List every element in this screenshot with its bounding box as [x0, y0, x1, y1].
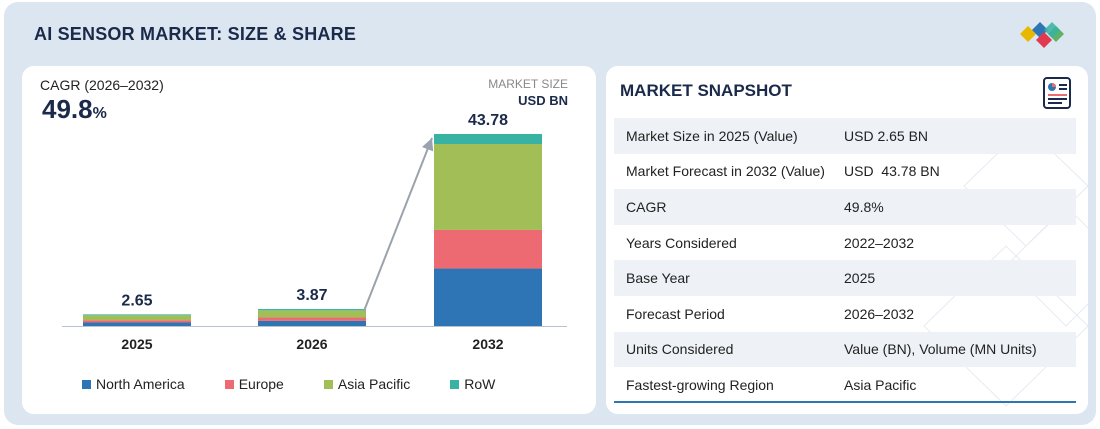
- snapshot-key: Fastest-growing Region: [626, 376, 774, 393]
- snapshot-row: CAGR 49.8%: [614, 189, 1076, 225]
- snapshot-key: Units Considered: [626, 341, 734, 358]
- infographic-frame: AI SENSOR MARKET: SIZE & SHARE CAGR (202…: [4, 2, 1096, 425]
- legend-label: North America: [96, 376, 185, 392]
- legend-label: Europe: [238, 376, 284, 392]
- x-tick-label: 2025: [121, 336, 152, 352]
- bar-segment-asia-pacific: [83, 315, 191, 321]
- bar-segment-europe: [434, 229, 542, 269]
- snapshot-value: USD 43.78 BN: [844, 163, 940, 180]
- snapshot-row: Fastest-growing Region Asia Pacific: [614, 367, 1076, 403]
- cagr-number: 49.8: [42, 94, 93, 124]
- bar-segment-row: [434, 134, 542, 144]
- snapshot-key: Years Considered: [626, 234, 737, 251]
- snapshot-row: Market Size in 2025 (Value) USD 2.65 BN: [614, 118, 1076, 154]
- snapshot-key: Forecast Period: [626, 305, 725, 322]
- legend-swatch: [450, 379, 460, 389]
- legend-item-north-america: North America: [82, 376, 185, 392]
- bar-segment-row: [83, 314, 191, 316]
- bar-segment-asia-pacific: [258, 310, 366, 318]
- legend-swatch: [82, 379, 91, 389]
- snapshot-value: Value (BN), Volume (MN Units): [844, 341, 1037, 358]
- page-title: AI SENSOR MARKET: SIZE & SHARE: [34, 24, 357, 44]
- snapshot-value: 2022–2032: [844, 234, 915, 251]
- snapshot-table: Market Size in 2025 (Value) USD 2.65 BN M…: [614, 118, 1076, 403]
- market-size-label: MARKET SIZE: [488, 77, 568, 91]
- snapshot-row: Market Forecast in 2032 (Value) USD 43.78…: [614, 154, 1076, 190]
- snapshot-value: 2025: [844, 270, 876, 287]
- brand-logo-icon: [1020, 22, 1064, 48]
- x-tick-label: 2026: [296, 336, 327, 352]
- bar-segment-europe: [83, 320, 191, 323]
- bar-segment-europe: [258, 317, 366, 321]
- bar-segment-asia-pacific: [434, 143, 542, 230]
- x-tick-label: 2032: [472, 336, 503, 352]
- snapshot-value: USD 2.65 BN: [844, 127, 929, 144]
- growth-arrow-line: [363, 137, 433, 312]
- snapshot-row: Base Year 2025: [614, 260, 1076, 296]
- cagr-label: CAGR (2026–2032): [40, 77, 164, 93]
- snapshot-row: Years Considered 2022–2032: [614, 225, 1076, 261]
- market-size-unit: USD BN: [518, 93, 568, 108]
- bar-segment-north-america: [258, 320, 366, 326]
- snapshot-value: 49.8%: [844, 198, 884, 215]
- stacked-bar-chart: 2.65 2025 3.87 2026 43.78 2032: [62, 112, 567, 352]
- report-icon: [1043, 77, 1071, 109]
- snapshot-key: Base Year: [626, 270, 690, 287]
- market-size-chart-panel: CAGR (2026–2032) 49.8% MARKET SIZE USD B…: [22, 66, 596, 414]
- data-label: 43.78: [468, 112, 508, 129]
- cagr-value: 49.8%: [42, 94, 107, 125]
- snapshot-key: Market Forecast in 2032 (Value): [626, 163, 825, 180]
- legend-item-europe: Europe: [224, 376, 284, 392]
- chart-legend: North America Europe Asia Pacific RoW: [82, 376, 535, 392]
- cagr-unit: %: [92, 105, 107, 122]
- background-decoration: [923, 125, 1088, 407]
- data-label: 3.87: [296, 287, 327, 304]
- legend-item-row: RoW: [450, 376, 495, 392]
- legend-item-asia-pacific: Asia Pacific: [323, 376, 411, 392]
- legend-label: RoW: [464, 376, 496, 392]
- snapshot-key: Market Size in 2025 (Value): [626, 127, 798, 144]
- snapshot-key: CAGR: [626, 198, 667, 215]
- snapshot-bottom-rule: [614, 401, 1076, 403]
- bar-segment-north-america: [83, 322, 191, 326]
- snapshot-title: MARKET SNAPSHOT: [620, 81, 792, 100]
- data-label: 2.65: [121, 292, 152, 309]
- snapshot-row: Units Considered Value (BN), Volume (MN U…: [614, 331, 1076, 368]
- growth-arrow-head: [422, 138, 434, 152]
- legend-swatch: [224, 379, 234, 389]
- legend-label: Asia Pacific: [337, 376, 411, 392]
- market-snapshot-panel: MARKET SNAPSHOT Market Size in 2025 (Val…: [606, 66, 1088, 414]
- bar-segment-row: [258, 309, 366, 311]
- bar-segment-north-america: [434, 268, 542, 326]
- snapshot-value: 2026–2032: [844, 305, 915, 322]
- snapshot-value: Asia Pacific: [844, 376, 917, 393]
- snapshot-row: Forecast Period 2026–2032: [614, 296, 1076, 332]
- legend-swatch: [323, 379, 333, 389]
